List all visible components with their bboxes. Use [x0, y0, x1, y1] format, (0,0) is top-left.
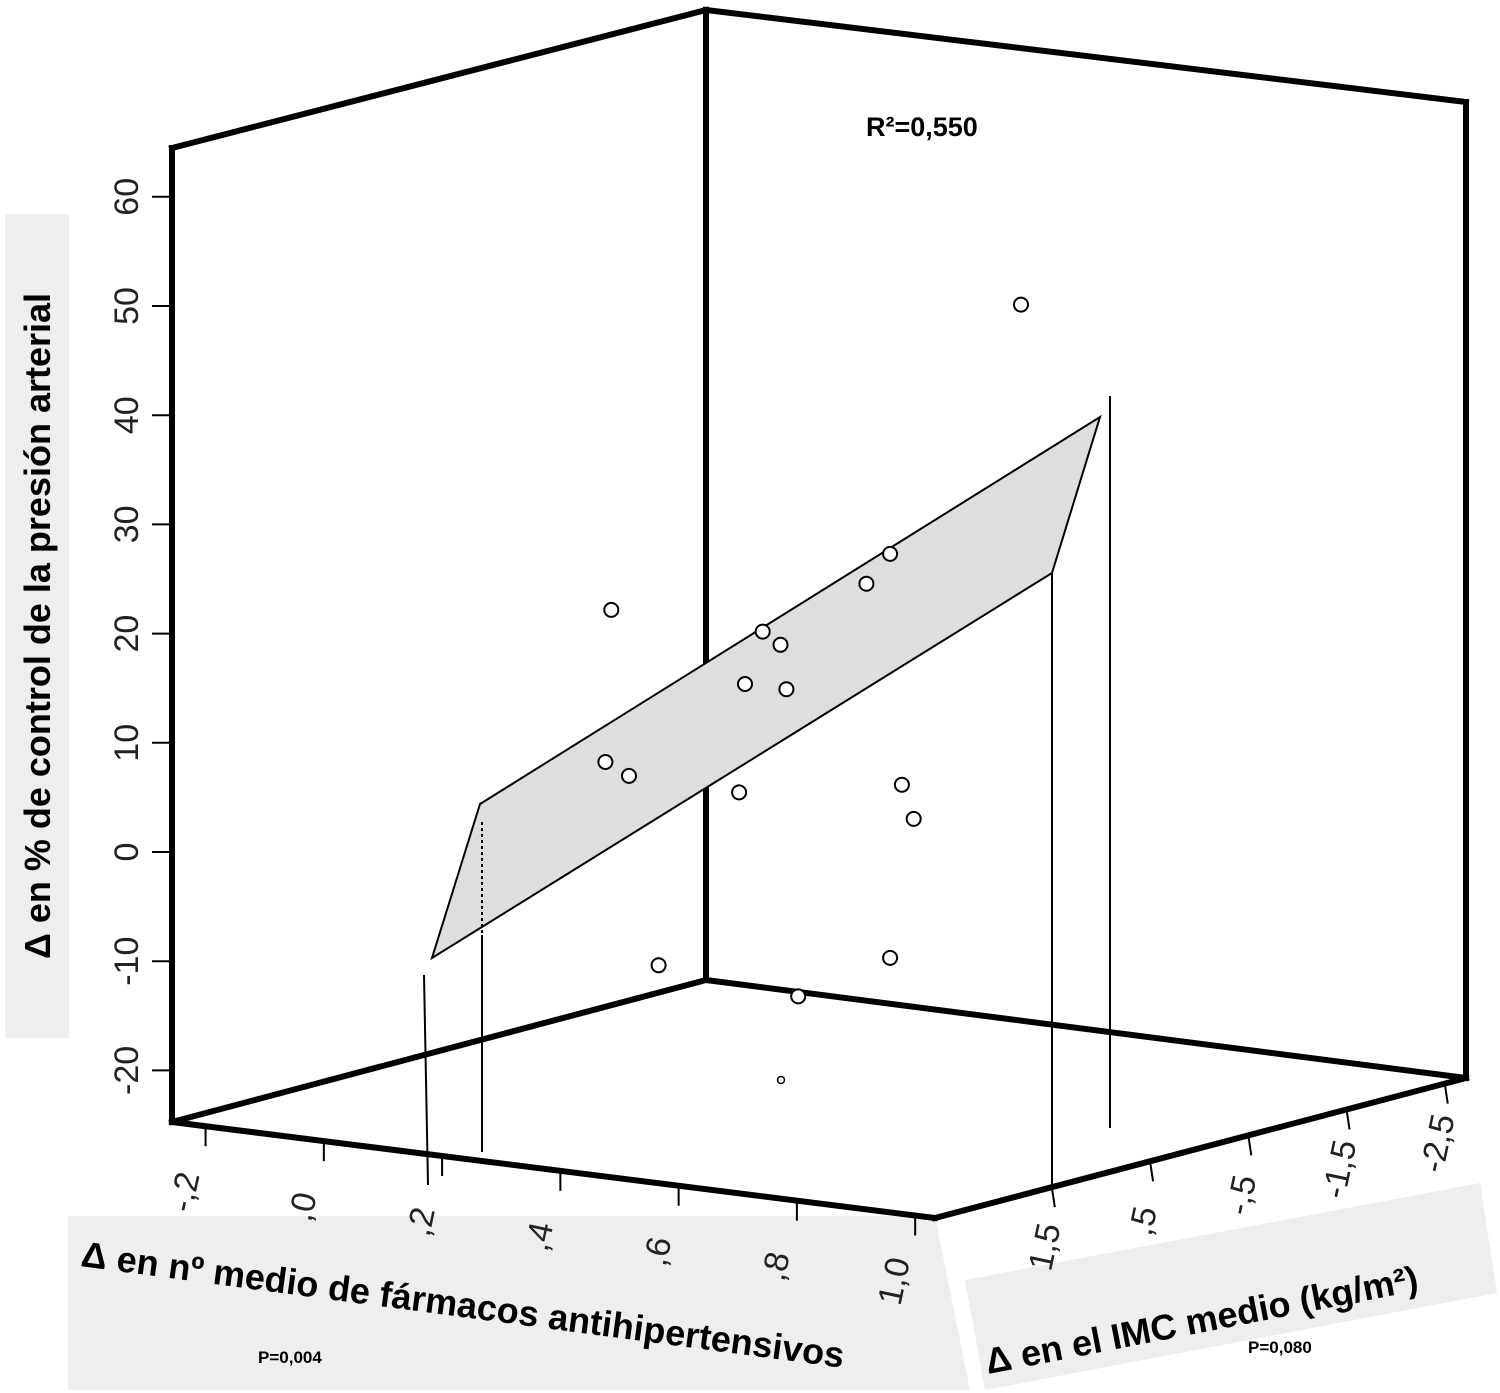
data-point — [737, 676, 753, 692]
data-point — [1013, 296, 1029, 313]
data-point — [597, 754, 614, 770]
y-axis-tick-labels: 60 50 40 30 20 10 0 -10 -20 — [108, 178, 146, 1095]
y-tick-label: 0 — [108, 843, 146, 862]
data-point — [882, 545, 899, 562]
y-tick-label: 30 — [108, 505, 146, 543]
y-tick-label: 40 — [108, 396, 146, 434]
z-tick-label: -2,5 — [1413, 1111, 1462, 1176]
y-axis-tickmarks — [152, 195, 172, 1072]
y-tick-label: -20 — [108, 1046, 146, 1095]
x-p-value: P=0,004 — [258, 1348, 322, 1367]
z-axis-tickmarks — [1050, 1083, 1449, 1208]
z-tick-label: -,5 — [1219, 1172, 1264, 1219]
z-tick-mark — [1345, 1109, 1351, 1130]
data-point — [778, 681, 795, 698]
data-point — [621, 767, 637, 784]
data-point — [754, 623, 771, 640]
z-axis-label-bg — [965, 1183, 1497, 1390]
data-point — [858, 575, 875, 592]
data-point — [650, 957, 667, 974]
z-tick-label: -1,5 — [1315, 1137, 1364, 1202]
regression-plane — [430, 414, 1102, 961]
z-tick-label: ,5 — [1122, 1203, 1165, 1239]
floor-point — [776, 1075, 786, 1085]
data-point — [731, 784, 748, 801]
y-tick-label: 50 — [108, 287, 146, 325]
z-p-value: P=0,080 — [1248, 1338, 1312, 1357]
z-tick-mark — [1050, 1187, 1056, 1208]
box-frame — [168, 6, 1470, 1222]
data-point — [790, 988, 807, 1005]
data-point — [882, 949, 899, 966]
y-tick-label: -10 — [108, 937, 146, 986]
data-point — [772, 636, 789, 653]
y-tick-label: 20 — [108, 615, 146, 653]
data-point — [603, 601, 620, 618]
x-tick-label: -,2 — [162, 1169, 207, 1216]
data-point — [893, 776, 910, 793]
y-tick-label: 60 — [108, 178, 146, 216]
data-point — [905, 810, 922, 827]
r-squared-annotation: R²=0,550 — [866, 112, 978, 142]
data-points — [597, 296, 1029, 1005]
y-tick-label: 10 — [108, 724, 146, 762]
y-axis-label-bg — [5, 214, 69, 1038]
y-axis-label: Δ en % de control de la presión arterial — [17, 293, 58, 959]
x-axis-tickmarks — [204, 1126, 917, 1236]
z-tick-mark — [1247, 1135, 1253, 1156]
x-axis-label-bg — [68, 1216, 970, 1390]
drop-lines — [423, 396, 1111, 1186]
z-tick-mark — [1149, 1161, 1155, 1182]
z-tick-mark — [1443, 1083, 1449, 1104]
